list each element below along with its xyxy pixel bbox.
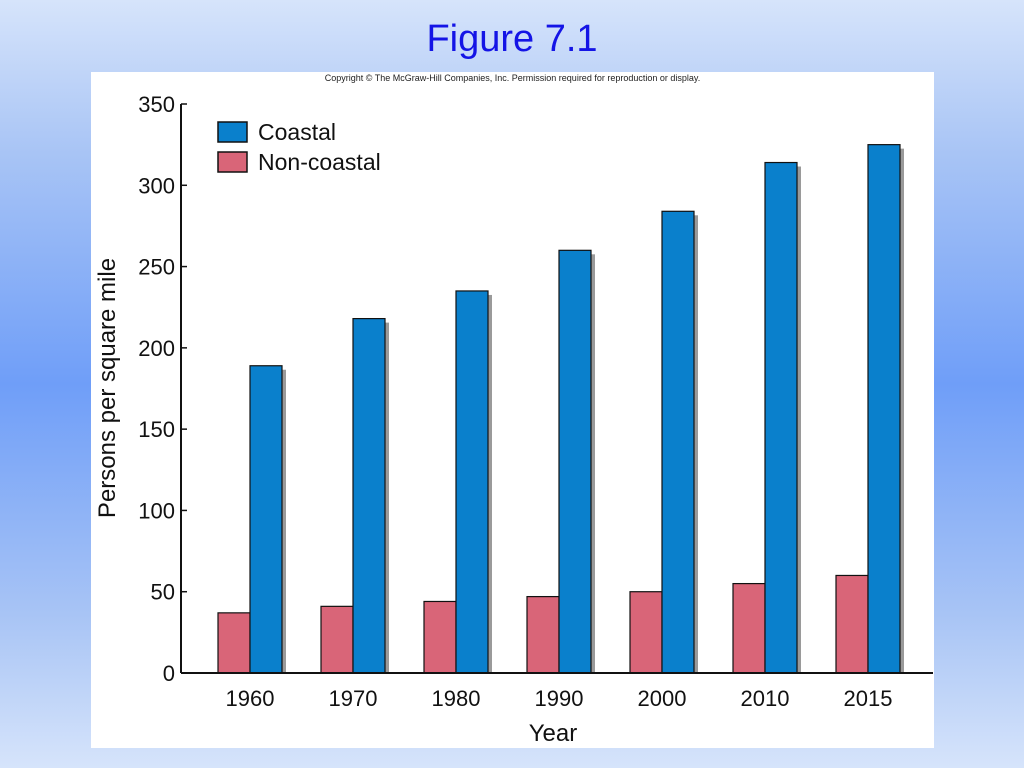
figure-panel: Copyright © The McGraw-Hill Companies, I… [91,72,934,748]
bar-coastal [352,317,386,674]
bar-coastal [764,161,798,674]
legend-label-coastal: Coastal [258,119,336,145]
x-ticks: 1960 1970 1980 1990 2000 2010 2015 [226,686,893,711]
y-tick-label: 150 [138,417,175,442]
slide-title: Figure 7.1 [426,18,598,60]
x-tick-label: 1970 [329,686,378,711]
bar-coastal [867,144,901,674]
x-tick-label: 2015 [844,686,893,711]
bar-non-coastal [320,605,354,674]
y-tick-label: 250 [138,255,175,280]
bar-non-coastal [526,595,560,674]
x-tick-label: 2010 [741,686,790,711]
copyright-notice: Copyright © The McGraw-Hill Companies, I… [324,73,701,83]
bar-non-coastal [835,574,869,674]
legend-swatch-non-coastal [217,151,248,173]
bar-coastal [249,365,283,674]
bar-non-coastal [629,591,663,674]
x-axis-title: Year [529,720,578,747]
legend-swatch-coastal [217,121,248,143]
x-tick-label: 1990 [535,686,584,711]
x-tick-label: 1980 [432,686,481,711]
bar-non-coastal [423,600,457,674]
y-ticks: 0 50 100 150 200 250 300 350 [138,92,187,686]
y-axis-title: Persons per square mile [94,258,121,518]
bars-layer [217,144,904,674]
y-tick-label: 300 [138,173,175,198]
y-tick-label: 200 [138,336,175,361]
bar-coastal [558,249,592,674]
y-tick-label: 50 [151,580,175,605]
bar-non-coastal [732,582,766,674]
x-tick-label: 1960 [226,686,275,711]
x-tick-label: 2000 [638,686,687,711]
bar-non-coastal [217,612,251,674]
y-tick-label: 0 [163,661,175,686]
bar-chart: 0 50 100 150 200 250 300 350 1960 1970 1980 1990 20… [94,92,933,747]
legend: Coastal Non-coastal [217,119,381,175]
y-tick-label: 350 [138,92,175,117]
legend-label-non-coastal: Non-coastal [258,149,381,175]
bar-coastal [661,210,695,674]
y-tick-label: 100 [138,498,175,523]
bar-coastal [455,290,489,674]
